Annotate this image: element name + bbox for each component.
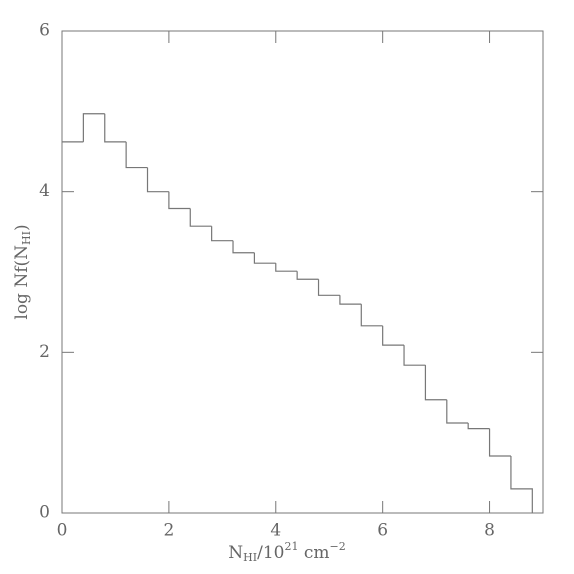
- histogram-step: [211, 226, 234, 242]
- histogram-step: [232, 240, 255, 254]
- x-label-part: N: [228, 543, 243, 563]
- histogram-step: [104, 113, 127, 143]
- histogram-step: [339, 295, 362, 305]
- y-tick-label: 6: [39, 21, 50, 41]
- x-tick-label: 2: [163, 521, 174, 541]
- x-label-sub: HI: [243, 551, 257, 564]
- histogram-step: [510, 455, 533, 513]
- x-axis-label: NHI/1021 cm−2: [228, 540, 345, 564]
- histogram-step: [275, 263, 298, 272]
- histogram-step: [168, 191, 191, 210]
- x-tick-label: 4: [270, 521, 281, 541]
- histogram-step: [146, 167, 169, 193]
- x-label-sup: −2: [330, 540, 346, 553]
- histogram-step: [446, 399, 469, 424]
- x-label-part: /10: [257, 543, 284, 563]
- x-tick-label: 6: [377, 521, 388, 541]
- x-label-part: cm: [298, 543, 329, 563]
- histogram-step: [253, 252, 276, 264]
- x-tick-label: 8: [484, 521, 495, 541]
- histogram-step: [382, 325, 405, 346]
- y-label-sub: HI: [20, 231, 33, 245]
- y-axis-label: log Nf(NHI): [12, 224, 34, 319]
- x-tick-label: 0: [57, 521, 68, 541]
- histogram-step: [82, 113, 105, 142]
- histogram-step: [189, 208, 212, 227]
- y-tick-label: 2: [39, 342, 50, 362]
- histogram-step: [424, 365, 447, 401]
- x-label-sup: 21: [284, 540, 298, 553]
- histogram-step: [317, 279, 340, 296]
- histogram-step: [125, 141, 148, 169]
- histogram-step: [296, 271, 319, 280]
- histogram-step: [360, 304, 383, 327]
- histogram-step: [403, 345, 426, 366]
- histogram-step: [467, 423, 490, 430]
- y-label-part: ): [12, 224, 32, 231]
- plot-frame: [61, 30, 544, 514]
- y-label-part: log Nf(N: [12, 245, 32, 320]
- y-tick-label: 4: [39, 181, 50, 201]
- histogram-step: [488, 428, 511, 457]
- y-tick-label: 0: [39, 503, 50, 523]
